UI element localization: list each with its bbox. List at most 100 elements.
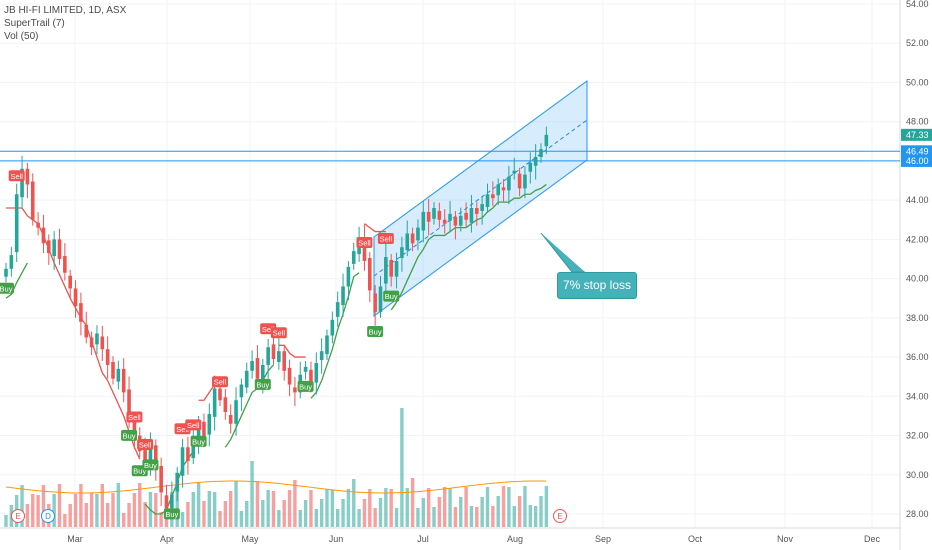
- time-axis: Mar Apr May Jun Jul Aug Sep Oct Nov Dec: [67, 534, 880, 544]
- candle-body: [212, 388, 217, 417]
- volume-bar: [314, 509, 318, 527]
- signal-label: Buy: [165, 510, 178, 519]
- volume-bar: [384, 488, 388, 527]
- time-tick-label: Nov: [777, 534, 794, 544]
- volume-bar: [512, 506, 516, 527]
- candle-body: [20, 168, 24, 198]
- signal-labels: SellBuySellBuyBuySellBuySellSellBuyBuySe…: [0, 170, 400, 520]
- volume-bar: [207, 491, 211, 527]
- candle-body: [303, 366, 308, 372]
- candle-body: [271, 344, 276, 360]
- volume-bar: [448, 488, 452, 527]
- callout-arrow: [540, 232, 585, 273]
- candle-body: [277, 351, 281, 362]
- signal-label: Sell: [176, 425, 189, 434]
- buy-signal: Buy: [163, 508, 180, 520]
- candle-body: [89, 337, 94, 348]
- candle-body: [469, 208, 474, 223]
- signal-badge: [254, 378, 271, 390]
- candle-body: [47, 240, 51, 254]
- signal-label: Sell: [128, 413, 141, 422]
- volume-bar: [95, 494, 99, 527]
- candle-body: [287, 367, 292, 385]
- price-tick-label: 32.00: [906, 431, 929, 441]
- volume-bar: [405, 488, 409, 527]
- candle-body: [400, 247, 404, 259]
- volume-bar: [127, 503, 131, 527]
- volume-bar: [212, 492, 217, 527]
- time-tick-label: Dec: [864, 534, 881, 544]
- volume-bar: [533, 506, 538, 527]
- regression-channel: [373, 80, 588, 317]
- volume-bar: [180, 512, 185, 527]
- candle-body: [234, 400, 238, 424]
- candle-body: [368, 258, 372, 291]
- supertrail-buy-line: [224, 364, 274, 448]
- candle-body: [261, 364, 265, 382]
- candle-body: [175, 472, 179, 492]
- time-tick-label: Oct: [688, 534, 703, 544]
- price-tick-label: 40.00: [906, 274, 929, 284]
- price-tick-label: 54.00: [906, 0, 929, 9]
- signal-badge: [367, 325, 384, 337]
- stop-loss-callout[interactable]: 7% stop loss: [557, 272, 637, 299]
- volume-bar: [271, 491, 276, 527]
- candle-body: [121, 368, 126, 393]
- volume-bar: [293, 480, 297, 527]
- volume-bar: [245, 501, 249, 527]
- price-tick-label: 28.00: [906, 509, 929, 519]
- volume-bar: [336, 509, 340, 527]
- candle-body: [132, 418, 137, 436]
- volume-bar: [89, 493, 94, 527]
- volume-bar: [432, 507, 436, 527]
- volume-bar: [261, 500, 265, 527]
- signal-badge: [377, 233, 394, 245]
- candle-body: [335, 302, 340, 317]
- volume-bar: [330, 490, 335, 527]
- signal-label: Sell: [187, 421, 200, 430]
- volume-bar: [346, 489, 351, 527]
- supertrail-buy-line: [144, 450, 194, 515]
- volume-bar: [501, 486, 506, 527]
- candle-body: [143, 448, 147, 463]
- signal-badge: [142, 459, 159, 471]
- price-tick-label: 48.00: [906, 117, 929, 127]
- signal-badge: [383, 290, 400, 302]
- candle-body: [319, 351, 324, 361]
- candle-body: [475, 208, 479, 214]
- candle-body: [405, 233, 410, 251]
- time-tick-label: Apr: [160, 534, 174, 544]
- candle-body: [95, 333, 99, 345]
- candle-body: [351, 251, 356, 264]
- volume-bar: [223, 501, 228, 527]
- candle-body: [159, 465, 163, 493]
- volume-bar: [453, 507, 458, 527]
- sell-signal: Sell: [356, 236, 373, 248]
- candle-body: [384, 257, 388, 284]
- candle-body: [68, 275, 72, 289]
- volume-bar: [341, 499, 345, 527]
- candle-body: [255, 358, 260, 379]
- candle-body: [458, 215, 463, 226]
- candle-body: [341, 286, 345, 306]
- price-tick-label: 44.00: [906, 195, 929, 205]
- volume-bar: [303, 500, 308, 527]
- volume-bar: [250, 461, 254, 527]
- volume-bar: [507, 487, 511, 527]
- volume-bar: [4, 515, 8, 527]
- sell-signal: Sell: [377, 233, 394, 245]
- candle-body: [517, 173, 522, 189]
- candle-body: [111, 361, 115, 379]
- volume-bar: [105, 503, 110, 527]
- signal-badge: [0, 282, 14, 294]
- candle-body: [164, 495, 169, 509]
- candle-body: [223, 397, 228, 412]
- volume-bar: [517, 496, 522, 527]
- event-label: E: [15, 512, 20, 521]
- volume-bar: [159, 512, 163, 527]
- buy-signal: Buy: [297, 380, 314, 392]
- candle-body: [25, 168, 30, 185]
- channel-midline: [373, 119, 588, 277]
